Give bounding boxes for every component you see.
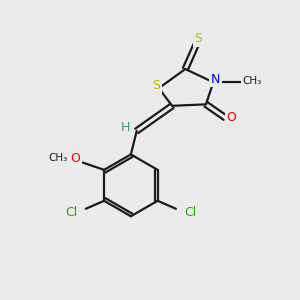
Text: N: N [211,73,220,86]
Text: CH₃: CH₃ [48,153,68,163]
Text: O: O [70,152,80,165]
Text: S: S [195,32,203,46]
Text: Cl: Cl [66,206,78,219]
Text: CH₃: CH₃ [243,76,262,86]
Text: Cl: Cl [184,206,196,219]
Text: O: O [226,110,236,124]
Text: S: S [152,79,160,92]
Text: H: H [121,122,130,134]
